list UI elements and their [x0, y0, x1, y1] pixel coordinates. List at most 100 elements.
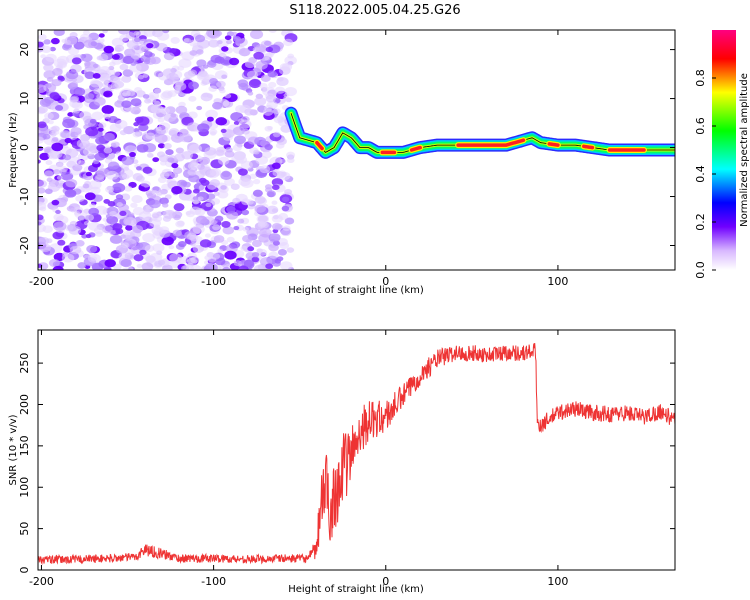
- noise-blob: [255, 60, 268, 70]
- noise-blob: [276, 77, 289, 87]
- x-tick-label: 100: [547, 275, 568, 288]
- noise-blob: [130, 106, 141, 115]
- noise-blob: [197, 123, 210, 133]
- noise-blob: [73, 211, 81, 216]
- noise-blob: [47, 183, 57, 190]
- noise-blob: [108, 115, 118, 124]
- noise-blob: [137, 74, 144, 80]
- noise-blob: [220, 171, 233, 180]
- y-tick-label: 50: [18, 522, 31, 536]
- noise-blob: [122, 55, 134, 65]
- noise-blob: [249, 30, 264, 40]
- noise-blob: [178, 101, 186, 108]
- noise-blob: [138, 211, 152, 221]
- noise-blob: [207, 182, 217, 190]
- noise-blob: [57, 75, 64, 81]
- noise-blob: [38, 41, 44, 48]
- noise-blob: [221, 220, 231, 228]
- noise-blob: [92, 159, 100, 165]
- noise-blob: [169, 253, 183, 263]
- noise-blob: [83, 220, 90, 226]
- snr-series-line: [38, 342, 675, 566]
- noise-blob: [237, 168, 248, 176]
- noise-blob: [231, 31, 238, 36]
- noise-blob: [192, 244, 204, 253]
- noise-blob: [135, 166, 142, 171]
- noise-blob: [199, 239, 212, 248]
- noise-blob: [157, 143, 166, 149]
- noise-blob: [162, 203, 169, 208]
- noise-blob: [115, 151, 122, 156]
- noise-blob: [226, 39, 232, 45]
- x-tick-label: -100: [201, 275, 226, 288]
- noise-blob: [271, 208, 279, 213]
- noise-blob: [175, 105, 188, 115]
- noise-blob: [187, 162, 198, 170]
- noise-blob: [157, 176, 167, 184]
- noise-blob: [242, 234, 253, 243]
- noise-blob: [71, 57, 82, 65]
- noise-blob: [217, 190, 229, 199]
- noise-blob: [170, 172, 179, 179]
- noise-blob: [170, 113, 177, 118]
- noise-blob: [135, 242, 144, 249]
- noise-blob: [200, 179, 210, 186]
- noise-blob: [221, 74, 228, 79]
- noise-blob: [38, 180, 48, 188]
- noise-blob: [94, 174, 105, 183]
- snr-plot-area: [38, 330, 675, 570]
- noise-blob: [232, 197, 241, 204]
- noise-blob: [38, 214, 44, 221]
- noise-blob: [266, 190, 276, 198]
- noise-blob: [268, 30, 277, 34]
- noise-blob: [197, 196, 204, 201]
- noise-blob: [143, 51, 153, 58]
- noise-blob: [132, 172, 144, 181]
- noise-blob: [271, 222, 282, 231]
- noise-blob: [86, 244, 98, 254]
- noise-blob: [172, 167, 183, 174]
- noise-blob: [280, 31, 288, 36]
- noise-blob: [56, 199, 67, 208]
- noise-blob: [240, 178, 254, 189]
- noise-blob: [42, 225, 53, 233]
- noise-blob: [188, 95, 197, 102]
- noise-blob: [271, 184, 280, 191]
- spectrogram-y-label: Frequency (Hz): [8, 112, 19, 188]
- noise-blob: [61, 253, 75, 263]
- noise-blob: [69, 245, 82, 255]
- noise-blob: [181, 151, 193, 160]
- noise-blob: [82, 30, 90, 36]
- noise-blob: [39, 243, 52, 253]
- noise-blob: [44, 112, 54, 120]
- y-tick-label: 0: [18, 567, 31, 574]
- noise-blob: [233, 36, 241, 42]
- noise-blob: [65, 70, 79, 80]
- noise-blob: [126, 40, 139, 49]
- noise-blob: [98, 38, 105, 43]
- colorbar-tick-label: 0.8: [694, 69, 707, 87]
- noise-blob: [246, 70, 259, 79]
- noise-blob: [88, 180, 102, 190]
- noise-blob: [53, 213, 64, 222]
- noise-blob: [209, 168, 222, 177]
- noise-blob: [286, 247, 295, 253]
- noise-blob: [173, 203, 185, 212]
- noise-blob: [192, 196, 199, 201]
- noise-blob: [210, 54, 222, 64]
- noise-blob: [271, 200, 278, 205]
- noise-blob: [157, 71, 170, 81]
- noise-blob: [110, 81, 122, 90]
- colorbar: 0.0 0.2 0.4 0.6 0.8 Normalized spectral ampl…: [694, 30, 750, 279]
- noise-blob: [254, 96, 267, 106]
- noise-blob: [69, 96, 79, 103]
- noise-blob: [186, 257, 198, 266]
- noise-blob: [215, 117, 227, 126]
- noise-blob: [257, 220, 266, 226]
- noise-blob: [233, 260, 242, 267]
- noise-blob: [38, 159, 41, 164]
- noise-blob: [59, 130, 71, 139]
- noise-blob: [179, 128, 189, 136]
- noise-blob: [206, 116, 214, 122]
